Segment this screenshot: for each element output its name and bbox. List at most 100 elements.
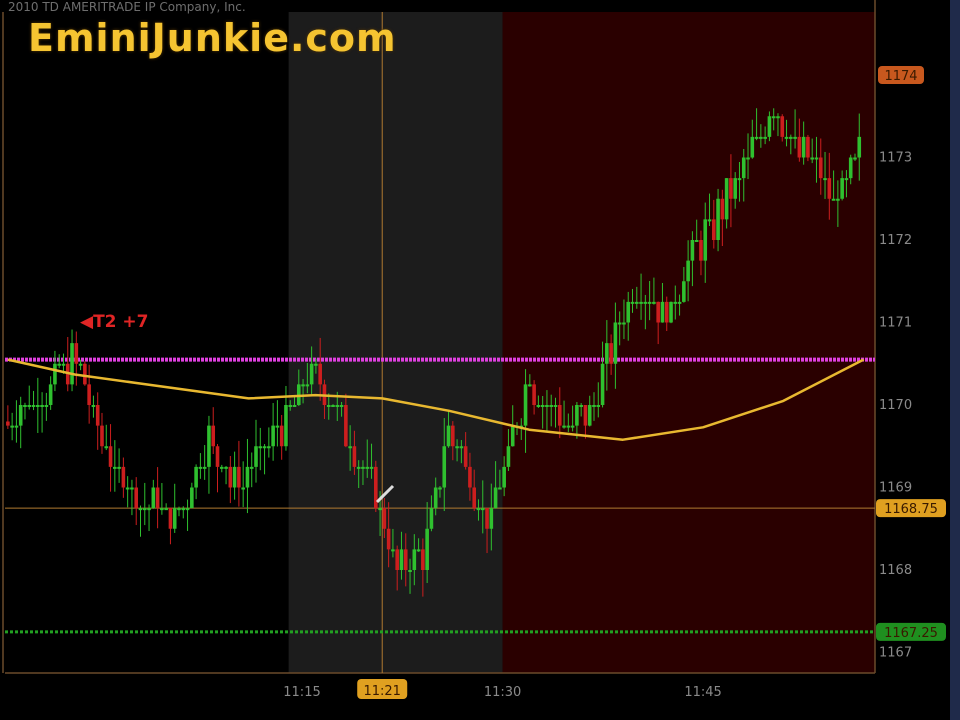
candle bbox=[70, 329, 74, 392]
candle bbox=[451, 421, 455, 461]
candle bbox=[831, 170, 836, 201]
candle bbox=[117, 448, 121, 483]
candle bbox=[626, 291, 631, 341]
candle bbox=[605, 320, 609, 391]
candle-body bbox=[352, 446, 357, 467]
candle-body bbox=[626, 301, 631, 323]
candle-body bbox=[53, 363, 57, 385]
candles bbox=[6, 108, 862, 597]
candle bbox=[326, 393, 331, 420]
candle-body bbox=[545, 405, 549, 407]
candle bbox=[121, 457, 126, 498]
candle-body bbox=[446, 425, 451, 447]
candle bbox=[142, 482, 147, 526]
candle bbox=[476, 499, 481, 521]
candle-body bbox=[254, 446, 258, 467]
candle-body bbox=[48, 384, 53, 405]
candle bbox=[776, 113, 780, 137]
candle-body bbox=[40, 405, 44, 407]
candle-body bbox=[318, 363, 322, 385]
candle bbox=[814, 136, 819, 183]
candle-body bbox=[528, 384, 532, 387]
candle bbox=[279, 414, 284, 460]
candle-body bbox=[138, 508, 143, 511]
candle bbox=[741, 148, 746, 202]
candle-body bbox=[699, 240, 703, 261]
candle-body bbox=[403, 549, 408, 570]
candle bbox=[818, 138, 823, 195]
candle bbox=[746, 133, 750, 180]
candle-body bbox=[249, 466, 254, 469]
candle-body bbox=[836, 198, 840, 201]
candle-body bbox=[682, 281, 686, 302]
candle bbox=[720, 189, 725, 247]
candle bbox=[703, 202, 708, 283]
candle-body bbox=[10, 425, 14, 428]
candle-body bbox=[224, 466, 228, 469]
candle-body bbox=[463, 446, 468, 467]
price-tick-label: 1171 bbox=[879, 316, 912, 331]
candle-body bbox=[656, 301, 660, 323]
candle-body bbox=[596, 405, 601, 407]
candle bbox=[549, 394, 554, 427]
copyright-text: 2010 TD AMERITRADE IP Company, Inc. bbox=[8, 0, 246, 14]
candle bbox=[677, 294, 682, 316]
candle-body bbox=[703, 219, 708, 261]
candle-body bbox=[147, 508, 151, 511]
candle bbox=[249, 452, 254, 488]
candle-body bbox=[776, 116, 780, 119]
candle-body bbox=[202, 466, 207, 469]
candle bbox=[185, 499, 190, 531]
candle bbox=[540, 395, 545, 429]
candle-body bbox=[113, 466, 117, 469]
moving-average-line bbox=[7, 358, 865, 441]
candle bbox=[583, 404, 588, 439]
candle bbox=[172, 483, 177, 533]
candle bbox=[399, 531, 404, 580]
candle-body bbox=[639, 301, 643, 304]
candle bbox=[823, 151, 827, 199]
candle-body bbox=[480, 508, 485, 511]
candle-body bbox=[108, 446, 113, 467]
candle-body bbox=[506, 446, 511, 467]
candle-body bbox=[326, 405, 331, 407]
time-tick-label: 11:30 bbox=[484, 685, 521, 700]
candle bbox=[442, 418, 447, 512]
candle-body bbox=[416, 549, 421, 552]
candle bbox=[562, 400, 566, 429]
candle bbox=[579, 403, 583, 417]
candle-body bbox=[164, 508, 168, 511]
candle bbox=[408, 558, 412, 594]
candle-body bbox=[155, 487, 160, 509]
candle bbox=[690, 231, 695, 287]
candle bbox=[724, 178, 729, 229]
candle bbox=[267, 427, 271, 458]
price-tick-label: 1169 bbox=[879, 481, 912, 496]
candle-body bbox=[172, 508, 177, 529]
candle bbox=[553, 397, 558, 428]
candle-body bbox=[468, 466, 472, 488]
candle bbox=[699, 230, 703, 276]
candle-body bbox=[429, 508, 434, 529]
candle bbox=[151, 479, 156, 509]
candle bbox=[219, 464, 224, 473]
price-tick-label: 1168 bbox=[879, 563, 912, 578]
candle-body bbox=[848, 157, 853, 179]
candle-body bbox=[91, 405, 96, 407]
candle-body bbox=[399, 549, 404, 570]
candle bbox=[177, 506, 181, 517]
candle-body bbox=[750, 136, 755, 158]
candle-body bbox=[391, 549, 395, 552]
candle bbox=[224, 466, 228, 485]
candle bbox=[639, 273, 643, 320]
candle bbox=[237, 440, 241, 507]
candle bbox=[104, 424, 109, 451]
last-high-badge bbox=[878, 66, 924, 84]
candle-body bbox=[151, 487, 156, 509]
candle bbox=[429, 495, 434, 532]
candle-body bbox=[61, 363, 66, 366]
candle bbox=[836, 180, 840, 227]
candle bbox=[754, 108, 759, 141]
candle-body bbox=[711, 219, 716, 240]
